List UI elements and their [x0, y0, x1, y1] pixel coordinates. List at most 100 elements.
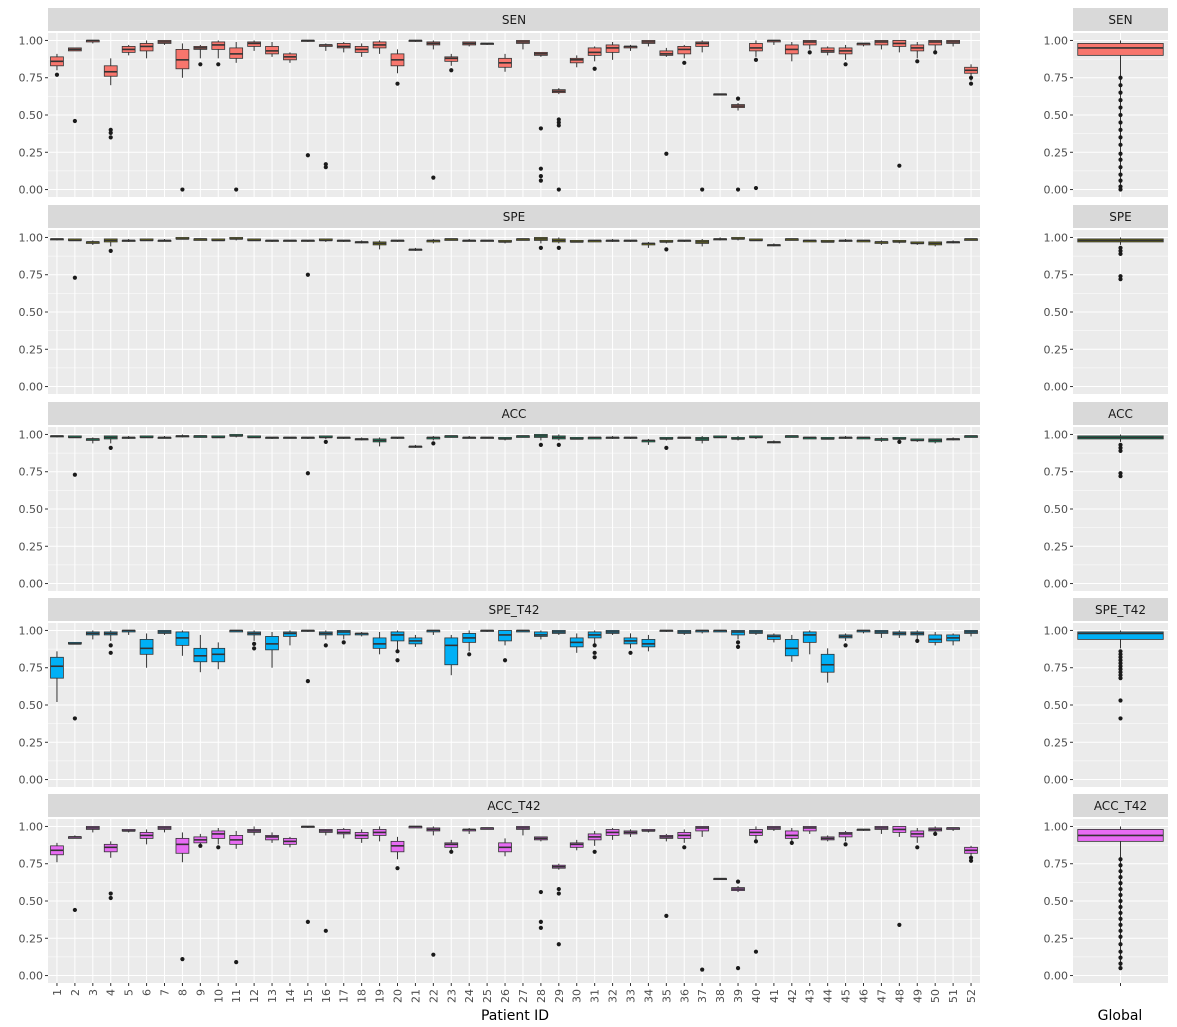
- patient-box: [820, 46, 835, 56]
- y-tick-label: 0.00: [1044, 184, 1069, 197]
- outlier-point: [592, 66, 597, 71]
- patient-box: [623, 239, 638, 242]
- patient-box: [623, 829, 638, 837]
- global-facet-strip-label: SPE: [1109, 210, 1131, 224]
- patient-box: [193, 634, 208, 673]
- patient-box: [85, 437, 100, 444]
- y-tick-label: 0.50: [19, 503, 44, 516]
- facet-strip-label: ACC_T42: [487, 799, 540, 813]
- outlier-point: [843, 643, 848, 648]
- patient-box: [713, 877, 727, 881]
- patient-box: [946, 40, 960, 47]
- patient-box: [121, 829, 136, 833]
- outlier-point: [933, 831, 938, 837]
- y-tick-label: 1.00: [1044, 428, 1069, 441]
- patient-box: [354, 43, 369, 57]
- y-tick-label: 0.25: [1044, 736, 1069, 749]
- patient-box: [121, 435, 136, 439]
- patient-box: [695, 435, 710, 444]
- patient-box: [677, 436, 692, 439]
- outlier-point: [431, 175, 436, 180]
- y-tick-label: 0.25: [19, 343, 44, 356]
- y-tick-label: 0.50: [19, 306, 44, 319]
- y-tick-label: 0.25: [19, 146, 44, 159]
- patient-box: [731, 237, 745, 241]
- patient-box: [426, 629, 441, 635]
- patient-box: [551, 237, 566, 244]
- x-tick-label: 38: [714, 989, 727, 1003]
- patient-box: [874, 826, 889, 834]
- patient-box: [50, 53, 64, 71]
- outlier-point: [735, 879, 741, 884]
- patient-box: [856, 629, 871, 634]
- global-outlier-point: [1118, 667, 1123, 672]
- y-tick-label: 1.00: [1044, 820, 1069, 833]
- global-facet-strip-label: ACC_T42: [1094, 799, 1147, 813]
- patient-box: [50, 651, 64, 703]
- outlier-point: [735, 640, 741, 645]
- patient-box: [318, 435, 333, 439]
- global-outlier-point: [1118, 178, 1123, 183]
- outlier-point: [915, 845, 920, 850]
- outlier-point: [753, 57, 759, 62]
- patient-box: [175, 832, 190, 863]
- patient-box: [695, 40, 710, 53]
- facet-strip: [48, 8, 980, 31]
- outlier-point: [789, 840, 794, 845]
- patient-box: [372, 631, 387, 655]
- patient-box: [569, 633, 584, 653]
- outlier-point: [323, 928, 328, 933]
- patient-box: [480, 629, 494, 632]
- global-outlier-point: [1118, 716, 1123, 721]
- patient-box: [767, 39, 781, 45]
- global-outlier-point: [1118, 658, 1123, 663]
- patient-box: [444, 839, 459, 852]
- outlier-point: [108, 650, 113, 655]
- patient-box: [767, 826, 781, 831]
- patient-box: [856, 436, 871, 440]
- y-tick-label: 0.50: [19, 699, 44, 712]
- patient-box: [677, 630, 692, 635]
- outlier-point: [700, 967, 705, 972]
- facet-strip-label: SPE_T42: [488, 603, 539, 617]
- patient-box: [516, 40, 530, 50]
- patient-box: [372, 437, 387, 447]
- patient-box: [390, 239, 405, 242]
- x-tick-label: 17: [338, 989, 351, 1003]
- y-tick-label: 0.25: [19, 736, 44, 749]
- x-tick-label: 46: [858, 989, 871, 1003]
- patient-box: [372, 826, 387, 842]
- patient-box: [139, 435, 154, 439]
- global-outlier-point: [1118, 277, 1123, 282]
- patient-box: [103, 238, 118, 247]
- patient-box: [498, 240, 512, 244]
- patient-box: [247, 630, 261, 641]
- patient-box: [874, 630, 889, 638]
- y-tick-label: 0.75: [19, 662, 44, 675]
- box: [139, 639, 154, 655]
- panel-acc-t42: 0.00 0.00 0.25 0.25 0.50 0.50 0.75 0.75 1.00 1.00…: [19, 794, 1168, 983]
- x-tick-label: 37: [696, 989, 709, 1003]
- outlier-point: [502, 658, 508, 663]
- y-tick-label: 1.00: [19, 820, 44, 833]
- outlier-point: [72, 716, 77, 721]
- outlier-point: [72, 118, 77, 124]
- outlier-point: [968, 855, 974, 860]
- patient-box: [211, 238, 226, 242]
- patient-box: [928, 438, 943, 444]
- global-outlier-point: [1118, 928, 1123, 933]
- box: [1077, 43, 1164, 56]
- x-tick-label: 23: [445, 989, 458, 1003]
- patient-box: [838, 44, 853, 60]
- outlier-point: [305, 919, 310, 924]
- patient-box: [157, 630, 172, 635]
- global-box: [1077, 630, 1164, 649]
- outlier-point: [556, 120, 561, 125]
- global-outlier-point: [1118, 120, 1123, 125]
- outlier-point: [664, 151, 669, 156]
- outlier-point: [198, 62, 203, 67]
- y-tick-label: 0.25: [1044, 146, 1069, 159]
- outlier-point: [556, 886, 561, 892]
- patient-box: [211, 435, 226, 439]
